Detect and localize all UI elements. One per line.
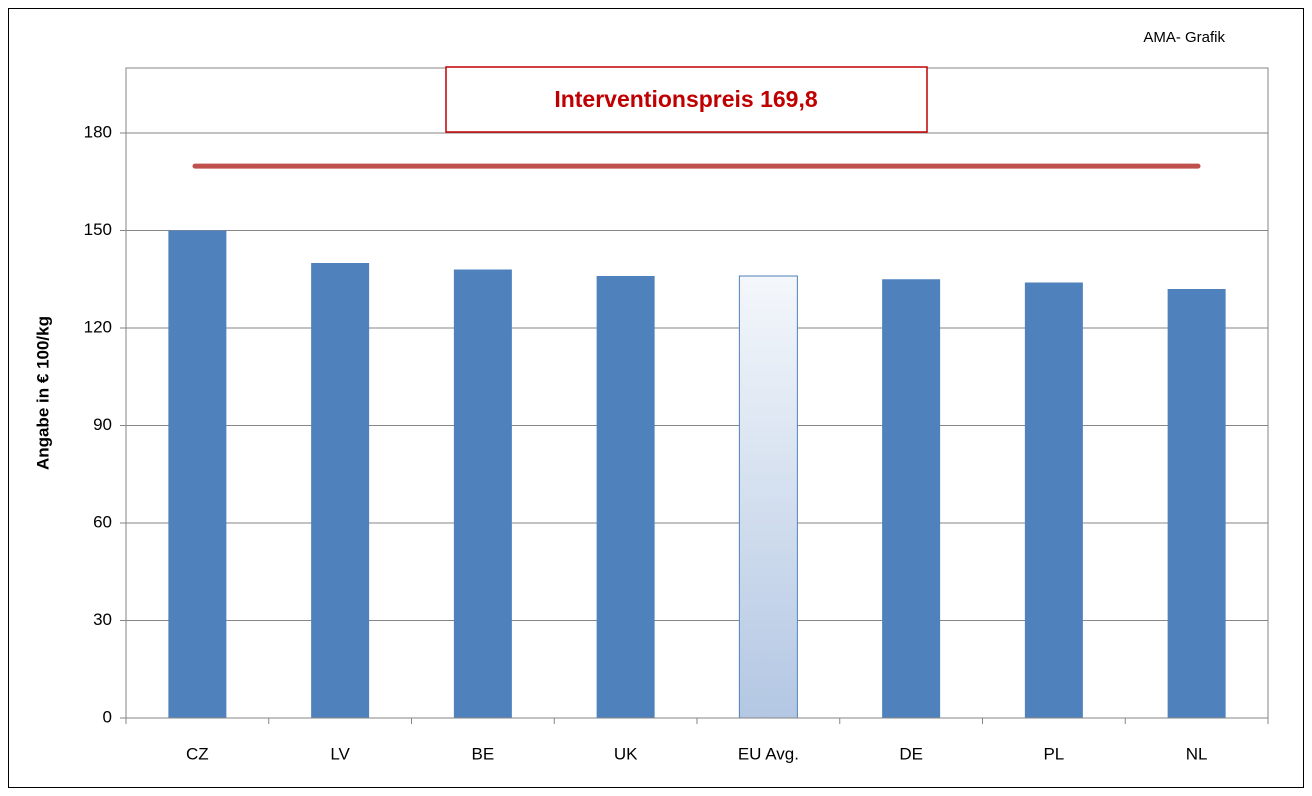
- source-note: AMA- Grafik: [1143, 29, 1225, 46]
- x-tick-label: PL: [1043, 744, 1064, 763]
- bar: [1167, 289, 1226, 718]
- annotation: Interventionspreis 169,8: [554, 86, 818, 112]
- y-tick-label: 30: [93, 610, 112, 629]
- bar: [1024, 282, 1083, 718]
- bar: [453, 269, 512, 718]
- y-tick-label: 150: [84, 220, 112, 239]
- x-tick-label: CZ: [186, 744, 209, 763]
- bar: [596, 276, 655, 718]
- x-tick-label: EU Avg.: [738, 744, 799, 763]
- x-tick-label: LV: [330, 744, 350, 763]
- bar: [311, 263, 370, 718]
- bar: [738, 275, 798, 719]
- x-tick-label: UK: [614, 744, 638, 763]
- x-tick-label: BE: [472, 744, 495, 763]
- x-tick-label: NL: [1186, 744, 1208, 763]
- y-axis-label: Angabe in € 100/kg: [33, 316, 52, 470]
- annotation-box: [445, 66, 928, 133]
- y-tick-label: 0: [103, 707, 112, 726]
- y-tick-label: 120: [84, 317, 112, 336]
- bar: [882, 279, 941, 718]
- x-tick-label: DE: [899, 744, 923, 763]
- y-tick-label: 90: [93, 415, 112, 434]
- y-tick-label: 180: [84, 122, 112, 141]
- y-tick-label: 60: [93, 512, 112, 531]
- bar: [168, 230, 227, 718]
